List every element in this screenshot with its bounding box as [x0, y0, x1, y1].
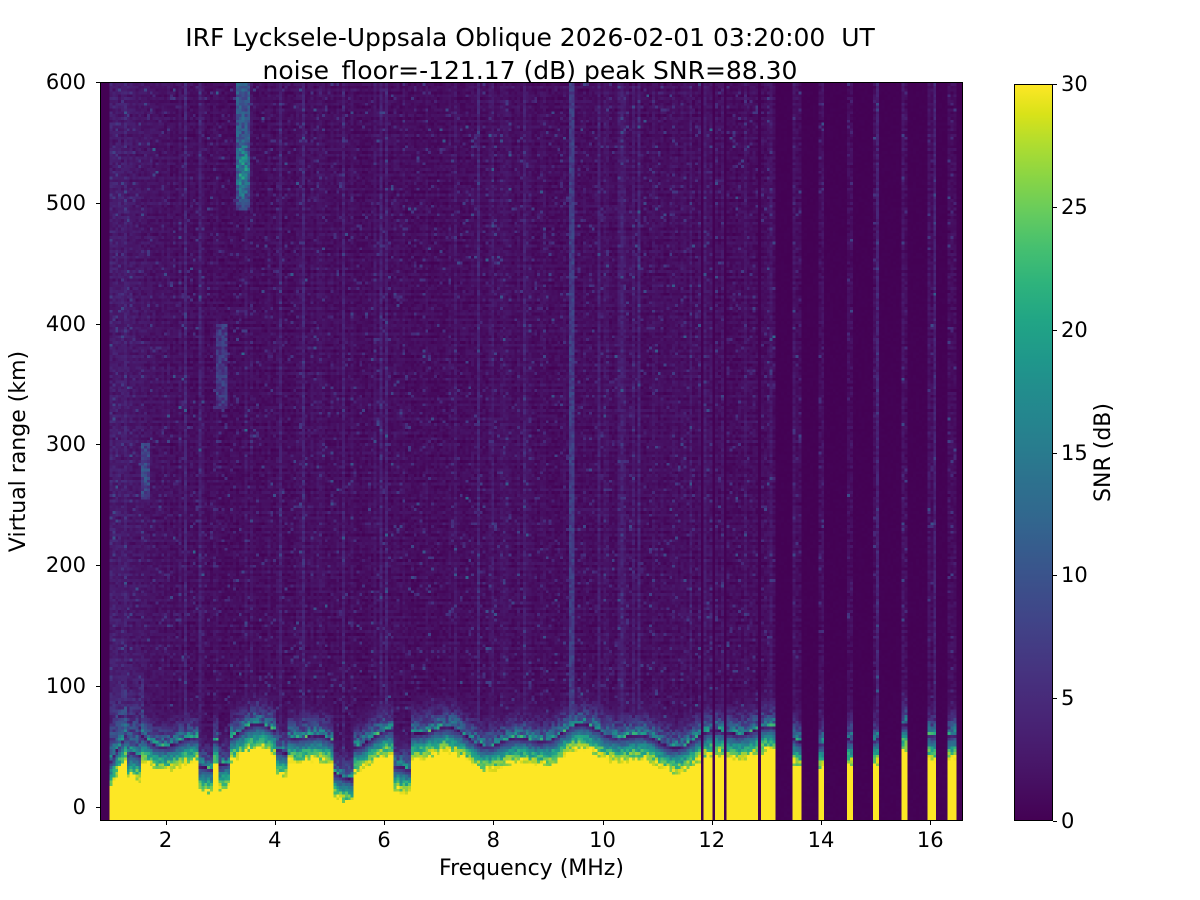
x-axis-tick — [602, 821, 604, 825]
colorbar-tick-label: 5 — [1061, 686, 1075, 711]
y-axis-tick-label: 100 — [45, 673, 86, 698]
x-axis-tick-label: 12 — [698, 828, 726, 852]
colorbar — [1014, 84, 1053, 821]
colorbar-label-text: SNR (dB) — [1090, 403, 1116, 502]
y-axis-tick — [96, 444, 100, 446]
y-axis-tick — [96, 685, 100, 687]
x-axis-tick-label: 14 — [807, 828, 835, 852]
y-axis-label: Virtual range (km) — [4, 82, 34, 821]
colorbar-tick-label: 10 — [1061, 563, 1088, 588]
colorbar-tick — [1053, 575, 1057, 577]
x-axis-tick — [930, 821, 932, 825]
x-axis-tick — [711, 821, 713, 825]
plot-area[interactable] — [100, 82, 963, 821]
y-axis-tick-label: 600 — [45, 70, 86, 94]
snr-heatmap — [101, 83, 962, 820]
y-axis-tick — [96, 323, 100, 325]
y-axis-tick — [96, 806, 100, 808]
colorbar-tick-label: 15 — [1061, 440, 1088, 465]
x-axis-tick — [165, 821, 167, 825]
y-axis-tick-label: 300 — [45, 432, 86, 457]
colorbar-tick-label: 20 — [1061, 317, 1088, 342]
x-axis-label: Frequency (MHz) — [439, 856, 624, 881]
x-axis-tick — [274, 821, 276, 825]
figure-title: IRF Lycksele-Uppsala Oblique 2026-02-01 … — [0, 22, 1060, 87]
y-axis-tick-label: 400 — [45, 311, 86, 336]
colorbar-tick-label: 0 — [1061, 809, 1075, 833]
y-axis-tick-label: 200 — [45, 553, 86, 577]
y-axis-tick — [96, 565, 100, 567]
x-axis-tick — [820, 821, 823, 825]
colorbar-tick — [1053, 206, 1057, 208]
x-axis-tick-label: 10 — [589, 828, 616, 852]
y-axis-label-text: Virtual range (km) — [6, 350, 32, 553]
x-axis-tick-label: 16 — [916, 828, 944, 852]
x-axis-tick-label: 2 — [158, 828, 173, 852]
y-axis-tick — [96, 82, 100, 84]
colorbar-tick-label: 25 — [1061, 194, 1088, 219]
y-axis-tick-label: 0 — [72, 794, 86, 819]
x-axis-tick-label: 6 — [377, 828, 391, 852]
colorbar-label: SNR (dB) — [1088, 84, 1118, 821]
heatmap-canvas — [101, 83, 962, 820]
colorbar-tick — [1053, 329, 1057, 331]
x-axis-tick-label: 8 — [486, 828, 500, 852]
x-axis-tick — [384, 821, 386, 825]
y-axis-tick — [96, 202, 100, 204]
colorbar-tick — [1053, 84, 1057, 86]
colorbar-tick — [1053, 698, 1057, 700]
colorbar-tick — [1053, 821, 1057, 823]
colorbar-tick — [1053, 452, 1057, 454]
title-line-primary: IRF Lycksele-Uppsala Oblique 2026-02-01 … — [185, 23, 875, 52]
y-axis-tick-label: 500 — [45, 190, 86, 215]
x-axis-tick — [493, 821, 495, 825]
x-axis-tick-label: 4 — [268, 828, 282, 852]
colorbar-tick-label: 30 — [1061, 72, 1088, 96]
